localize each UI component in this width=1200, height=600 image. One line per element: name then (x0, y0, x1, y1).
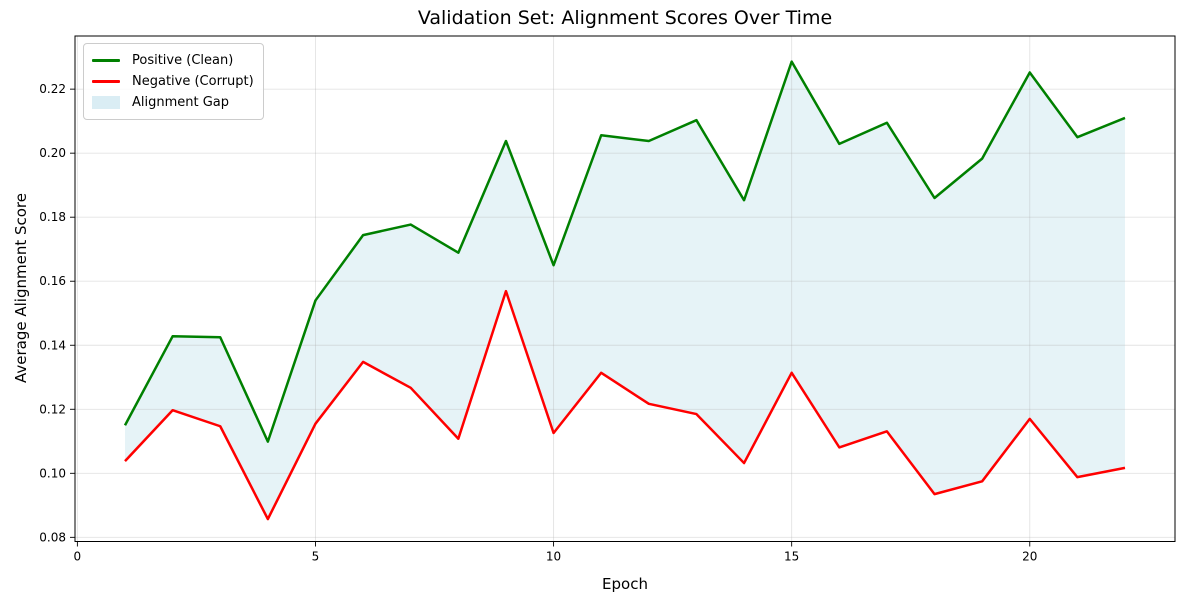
x-axis-label: Epoch (602, 575, 648, 593)
positive-series-line (123, 60, 1126, 443)
y-tick-label: 0.22 (39, 82, 66, 96)
gap-fill-area (125, 61, 1125, 520)
x-tick-label: 10 (546, 550, 561, 564)
gap-fill-swatch-icon (92, 96, 120, 109)
y-tick-label: 0.20 (39, 146, 66, 160)
legend-label-positive: Positive (Clean) (132, 53, 234, 68)
chart-title: Validation Set: Alignment Scores Over Ti… (418, 7, 832, 29)
x-tick-label: 20 (1022, 550, 1037, 564)
legend-item-negative: Negative (Corrupt) (92, 71, 255, 92)
positive-line-swatch-icon (92, 59, 120, 62)
y-tick-label: 0.16 (39, 274, 66, 288)
y-tick-label: 0.14 (39, 338, 66, 352)
negative-line-swatch-icon (92, 80, 120, 83)
legend-item-gap: Alignment Gap (92, 92, 255, 113)
y-axis-label: Average Alignment Score (12, 193, 30, 383)
legend-label-negative: Negative (Corrupt) (132, 74, 254, 89)
y-tick-label: 0.08 (39, 530, 66, 544)
legend-item-positive: Positive (Clean) (92, 50, 255, 71)
grid-lines (75, 36, 1175, 542)
y-tick-label: 0.12 (39, 402, 66, 416)
legend: Positive (Clean) Negative (Corrupt) Alig… (83, 43, 264, 120)
plot-border (74, 35, 1176, 542)
y-tick-label: 0.10 (39, 466, 66, 480)
axis-ticks (70, 88, 1031, 547)
negative-series-line (124, 289, 1126, 521)
x-tick-label: 15 (784, 550, 799, 564)
x-tick-label: 0 (74, 550, 82, 564)
legend-label-gap: Alignment Gap (132, 95, 230, 110)
y-tick-label: 0.18 (39, 210, 66, 224)
x-tick-label: 5 (312, 550, 320, 564)
plot-area: 0 5 10 15 20 0.08 0.10 0.12 0.14 0.16 0.18 0.20 0.22 (39, 35, 1176, 564)
tick-labels: 0 5 10 15 20 0.08 0.10 0.12 0.14 0.16 0.18 0.20 0.22 (39, 82, 1037, 563)
